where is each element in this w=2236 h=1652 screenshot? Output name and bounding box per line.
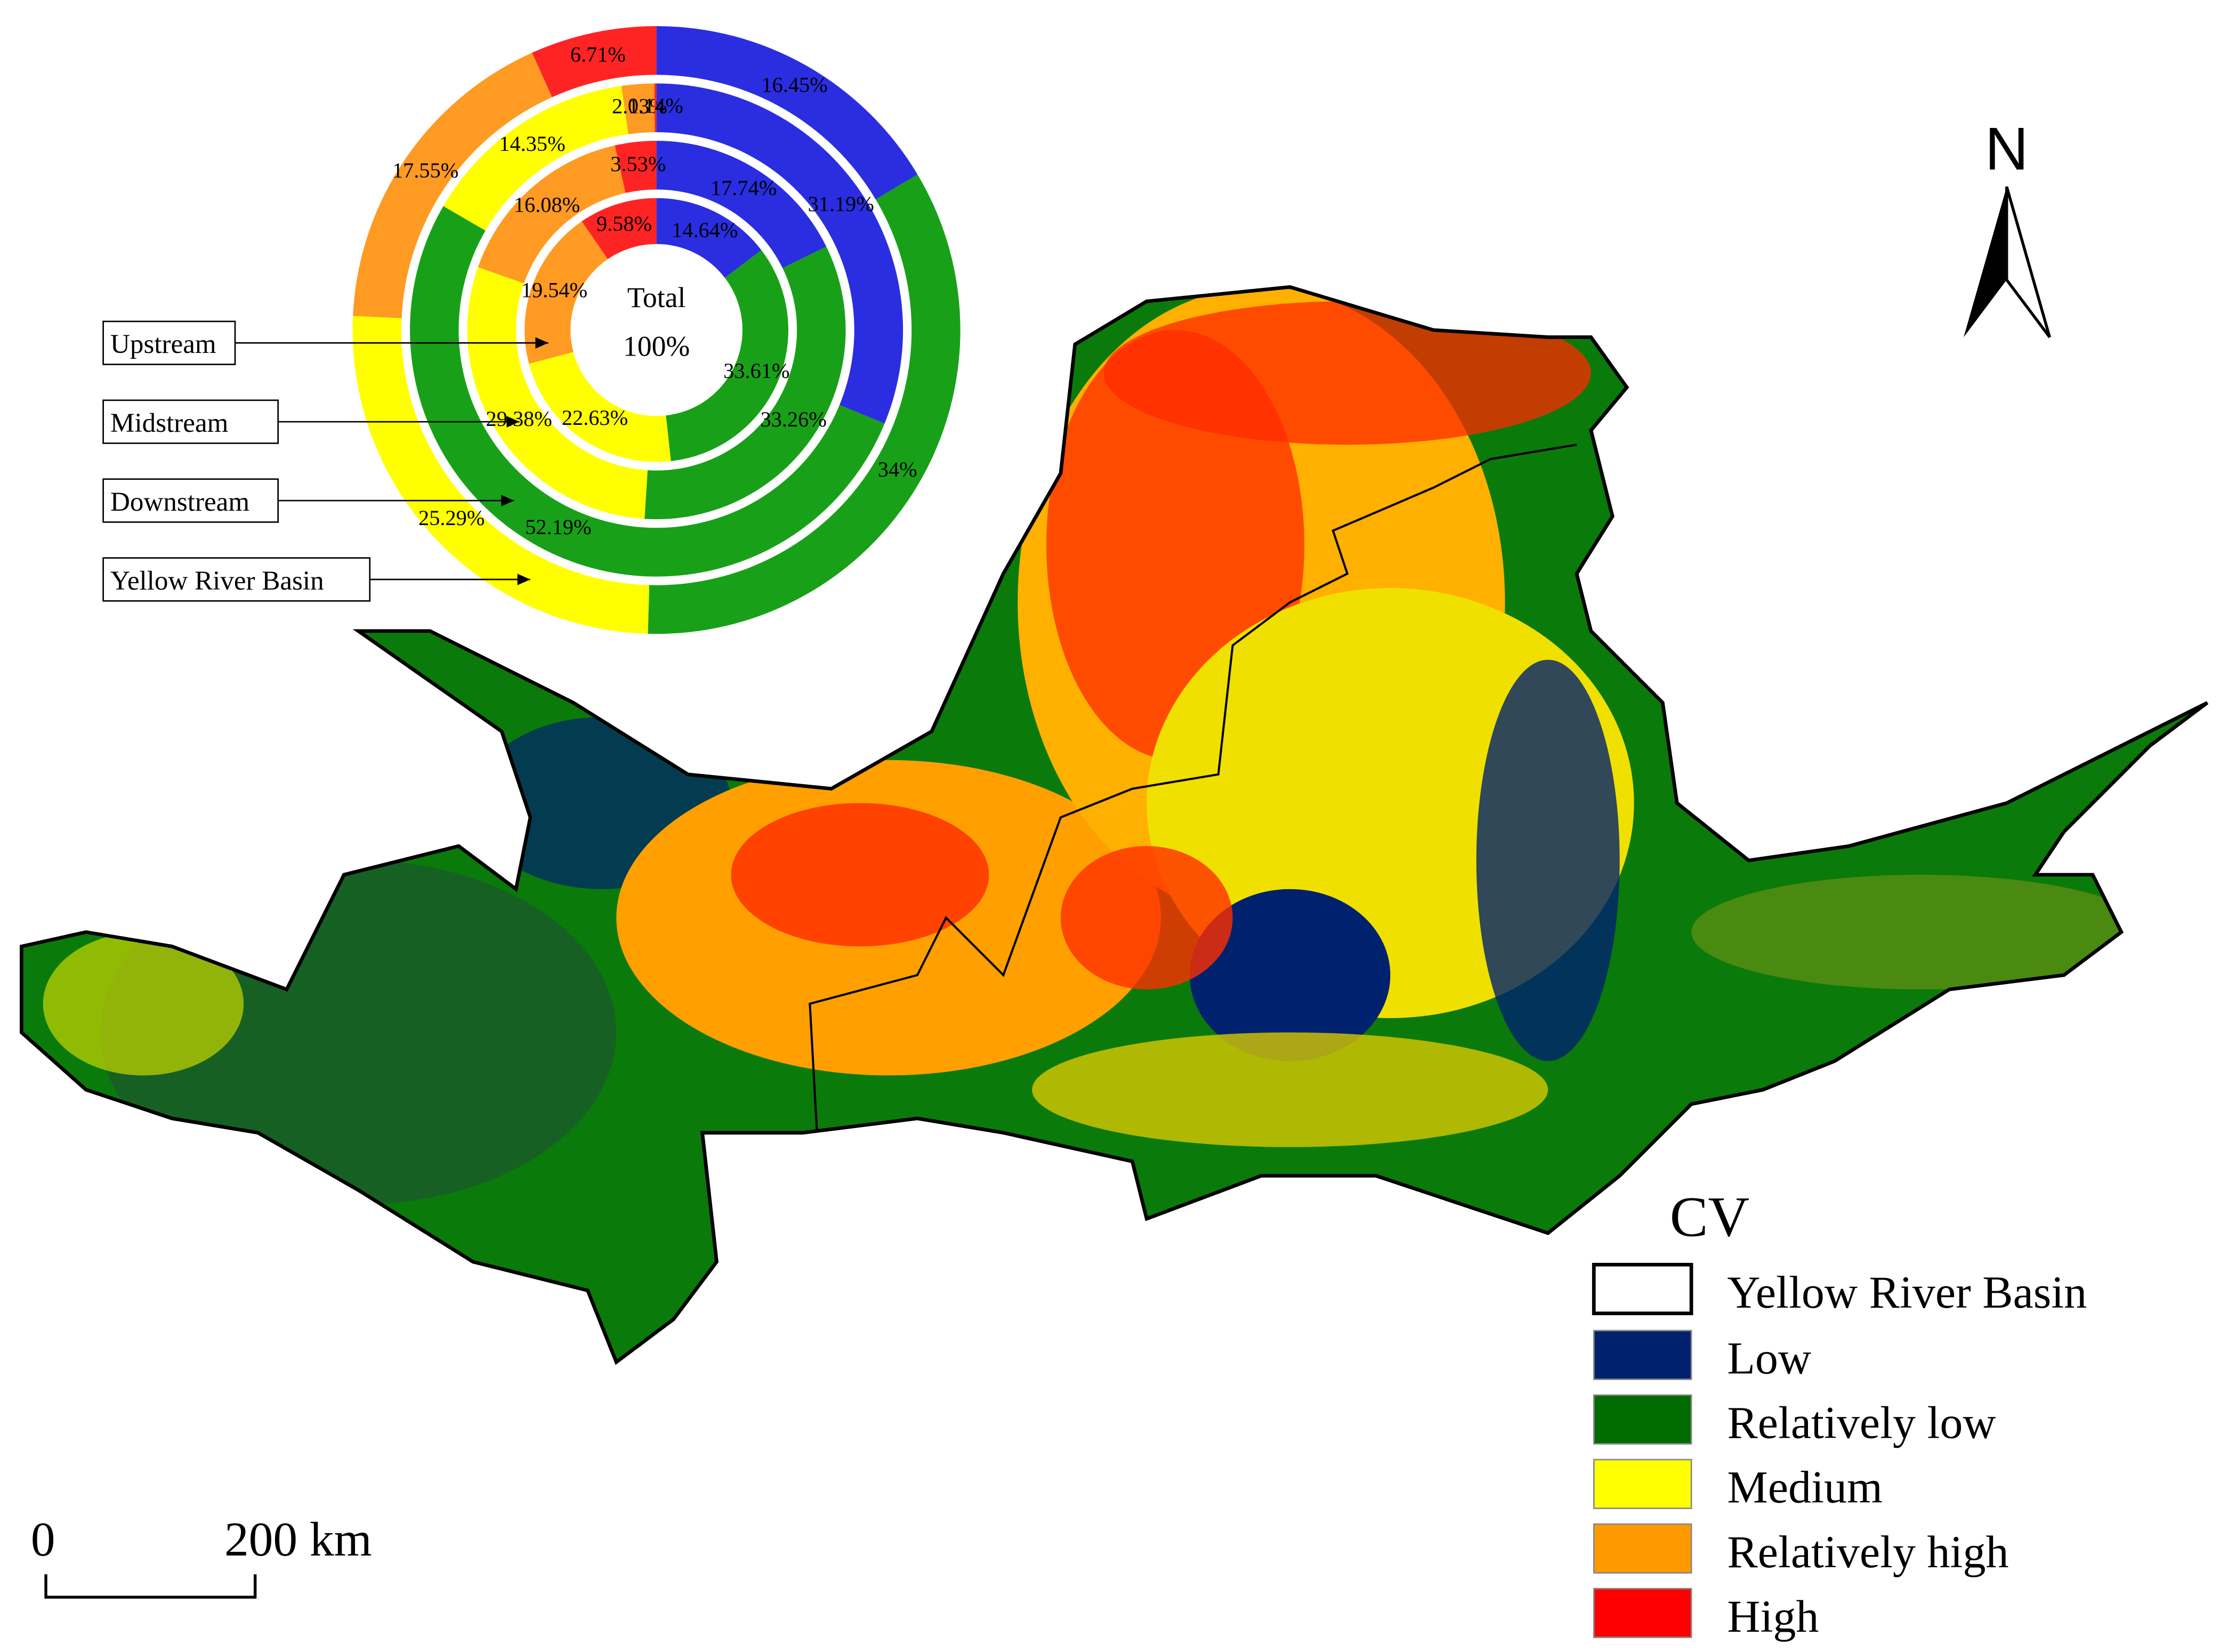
legend-label: Low	[1727, 1333, 1811, 1384]
callout-label: Yellow River Basin	[110, 566, 324, 596]
value-label: 2.13%	[612, 94, 667, 118]
value-label: 19.54%	[521, 278, 587, 302]
ring-segment	[615, 141, 657, 193]
callout-box	[102, 478, 279, 523]
value-label: 33.61%	[723, 359, 789, 383]
value-label: 16.08%	[514, 192, 580, 216]
ring-segment	[656, 141, 827, 269]
value-label: 52.19%	[525, 515, 591, 539]
ring-segment	[478, 145, 626, 284]
legend-label: Relatively high	[1727, 1526, 2008, 1577]
callout-box	[102, 399, 279, 444]
north-label: N	[1985, 115, 2029, 182]
ring-segment	[582, 198, 657, 260]
legend-swatch	[1593, 1587, 1692, 1638]
center-label: Total	[627, 281, 686, 313]
legend-swatch	[1593, 1329, 1692, 1380]
value-label: 17.55%	[392, 158, 458, 182]
arrow-head	[506, 416, 520, 428]
value-label: 34%	[878, 457, 917, 481]
legend-title: CV	[1670, 1186, 1749, 1249]
ring-segment	[410, 206, 885, 577]
legend-label: Relatively low	[1727, 1397, 1996, 1448]
legend-swatch	[1593, 1394, 1692, 1445]
arrow-head	[517, 574, 530, 585]
ring-segment	[656, 26, 918, 200]
ring-segment	[621, 83, 655, 134]
arrow-head	[535, 337, 548, 349]
ring-segment	[666, 250, 789, 461]
value-label: 17.74%	[711, 176, 777, 200]
callout-label: Upstream	[110, 329, 216, 359]
donut-chart: 14.64% 33.61% 22.63% 19.54% 9.58% 17.74% 33.26…	[352, 26, 960, 634]
ring-segment	[524, 221, 608, 364]
ring-callouts: Upstream Midstream Downstream Yellow River …	[102, 320, 548, 602]
value-label: 22.63%	[562, 406, 628, 430]
ring-segment	[656, 83, 903, 424]
value-label: 6.71%	[570, 43, 626, 67]
legend-swatch	[1593, 1523, 1692, 1574]
ring-segment	[443, 86, 628, 231]
value-label: 33.26%	[761, 407, 827, 431]
value-label: 9.58%	[596, 212, 652, 236]
callout-box	[102, 320, 236, 365]
callout-label: Downstream	[110, 487, 249, 517]
scale-label: 0	[31, 1512, 55, 1566]
legend: CV Yellow River Basin Low Relatively low M…	[1592, 1186, 2087, 1642]
center-value: 100%	[623, 330, 690, 362]
ring-segment	[353, 52, 552, 318]
legend-label: Medium	[1727, 1462, 1883, 1513]
ring-segment	[644, 246, 846, 520]
legend-label: High	[1727, 1591, 1819, 1642]
north-arrow: N	[1964, 115, 2052, 339]
ring-segment	[656, 198, 762, 278]
scale-bar: 0 200 km	[31, 1512, 372, 1599]
scale-label: 200 km	[224, 1512, 372, 1566]
legend-label: Yellow River Basin	[1727, 1267, 2087, 1318]
value-label: 25.29%	[418, 506, 485, 530]
ring-segment	[654, 83, 657, 132]
ring-segment	[467, 267, 648, 519]
callout-box	[102, 557, 371, 602]
ring-segment	[529, 352, 671, 462]
value-label: 3.53%	[610, 152, 666, 176]
arrow-head	[501, 495, 514, 506]
legend-swatch	[1592, 1263, 1693, 1316]
value-label: 31.19%	[808, 192, 874, 216]
value-label: 14.35%	[499, 132, 565, 156]
ring-segment	[648, 174, 960, 634]
value-label: 16.45%	[762, 72, 828, 96]
value-label: 14.64%	[672, 218, 738, 242]
legend-swatch	[1593, 1458, 1692, 1509]
value-label: 29.38%	[486, 407, 552, 431]
value-label: 0.14%	[628, 94, 683, 118]
region-boundaries	[19, 285, 2209, 1365]
callout-label: Midstream	[110, 408, 228, 438]
ring-segment	[352, 316, 650, 634]
ring-segment	[532, 26, 657, 98]
